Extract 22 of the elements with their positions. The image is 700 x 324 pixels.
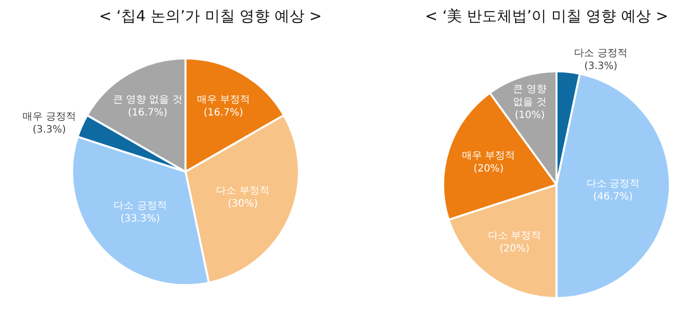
slice-label: 다소 긍정적 bbox=[586, 178, 640, 190]
data-label: (16.7%) bbox=[204, 107, 244, 118]
data-label: (20%) bbox=[474, 164, 504, 175]
data-label: (33.3%) bbox=[120, 213, 160, 224]
data-label: (30%) bbox=[228, 198, 258, 210]
chart-title: < ‘칩4 논의’가 미칠 영향 예상 > bbox=[99, 7, 322, 25]
slice-label: 매우 부정적 bbox=[196, 94, 250, 106]
data-label: (3.3%) bbox=[584, 61, 618, 72]
slice-label: 큰 영향 없을 것 bbox=[513, 84, 546, 108]
data-label: (10%) bbox=[514, 110, 545, 121]
data-label: (3.3%) bbox=[32, 124, 66, 136]
data-label: (16.7%) bbox=[128, 107, 168, 118]
slice-label: 다소 긍정적 bbox=[574, 48, 628, 60]
data-label: (46.7%) bbox=[593, 192, 633, 203]
slice-label: 매우 긍정적 bbox=[22, 112, 76, 123]
slice-label: 매우 부정적 bbox=[462, 150, 516, 162]
data-label: (20%) bbox=[500, 243, 530, 254]
slice-label: 다소 긍정적 bbox=[114, 200, 167, 212]
chart-title: < ‘美 반도체법’이 미칠 영향 예상 > bbox=[425, 7, 668, 25]
slice-label: 다소 부정적 bbox=[488, 230, 542, 242]
slice-label: 큰 영향 없을 것 bbox=[112, 94, 182, 106]
slice-label: 다소 부정적 bbox=[216, 185, 270, 196]
